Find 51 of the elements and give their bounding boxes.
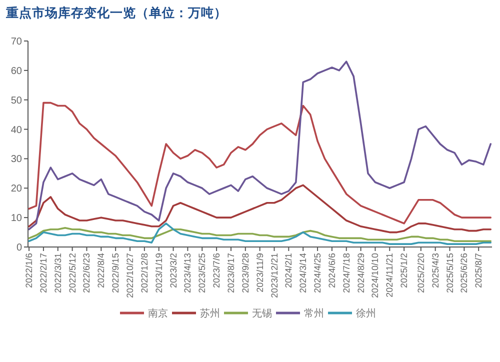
- x-tick-label: 2024/11/21: [384, 253, 395, 298]
- x-tick-label: 2022/8/4: [96, 253, 106, 288]
- x-tick-label: 2023/3/2: [168, 253, 178, 288]
- x-tick-label: 2025/4/3: [430, 253, 440, 288]
- x-tick-label: 2024/7/18: [341, 253, 352, 294]
- y-tick-label: 40: [10, 124, 22, 136]
- x-tick-label: 2023/8/17: [226, 253, 236, 294]
- x-tick-label: 2024/8/29: [356, 253, 366, 294]
- y-tick-label: 20: [10, 184, 22, 195]
- x-tick-label: 2025/1/2: [399, 253, 410, 288]
- x-tick-label: 2024/4/25: [312, 253, 323, 294]
- x-tick-label: 2022/10/27: [125, 253, 136, 298]
- x-tick-label: 2023/4/13: [182, 253, 193, 294]
- x-tick-label: 2022/12/8: [139, 253, 150, 294]
- x-tick-label: 2025/8/7: [474, 253, 484, 288]
- line-series: [28, 226, 492, 242]
- x-tick-label: 2025/5/15: [444, 253, 455, 294]
- x-tick-label: 2023/11/9: [254, 253, 265, 292]
- x-tick-label: 2022/2/17: [38, 253, 48, 294]
- x-tick-label: 2022/5/12: [67, 253, 78, 294]
- x-tick-label: 2022/1/6: [24, 253, 34, 288]
- y-tick-label: 70: [10, 36, 22, 48]
- x-tick-label: 2023/9/28: [240, 253, 250, 294]
- y-tick-label: 10: [10, 213, 22, 224]
- x-tick-label: 2025/2/20: [416, 253, 426, 294]
- x-tick-label: 2023/1/19: [154, 253, 164, 294]
- line-series: [28, 60, 492, 230]
- x-tick-label: 2024/10/10: [370, 253, 380, 298]
- y-tick-label: 30: [10, 154, 22, 166]
- x-tick-label: 2022/3/31: [52, 253, 63, 294]
- y-tick-label: 60: [10, 66, 22, 77]
- legend-label: 常州: [304, 308, 324, 320]
- chart-title: 重点市场库存变化一览（单位：万吨）: [5, 5, 227, 20]
- y-tick-label: 0: [16, 242, 22, 254]
- legend-label: 南京: [148, 308, 168, 320]
- x-tick-label: 2025/6/26: [459, 253, 470, 294]
- x-tick-label: 2024/6/6: [326, 253, 337, 288]
- x-tick-label: 2024/3/14: [298, 253, 308, 294]
- x-tick-label: 2023/12/21: [269, 253, 280, 298]
- line-series: [28, 102, 492, 224]
- legend-label: 徐州: [356, 308, 376, 320]
- x-tick-label: 2022/6/23: [82, 253, 92, 294]
- y-tick-label: 50: [10, 95, 22, 106]
- line-series: [28, 222, 492, 245]
- legend-label: 苏州: [200, 308, 220, 320]
- x-tick-label: 2024/2/1: [284, 253, 294, 288]
- x-tick-label: 2023/7/6: [212, 253, 222, 288]
- line-series: [28, 184, 492, 234]
- x-tick-label: 2023/5/25: [197, 253, 208, 294]
- legend-label: 无锡: [252, 308, 272, 320]
- x-tick-label: 2022/9/15: [110, 253, 121, 294]
